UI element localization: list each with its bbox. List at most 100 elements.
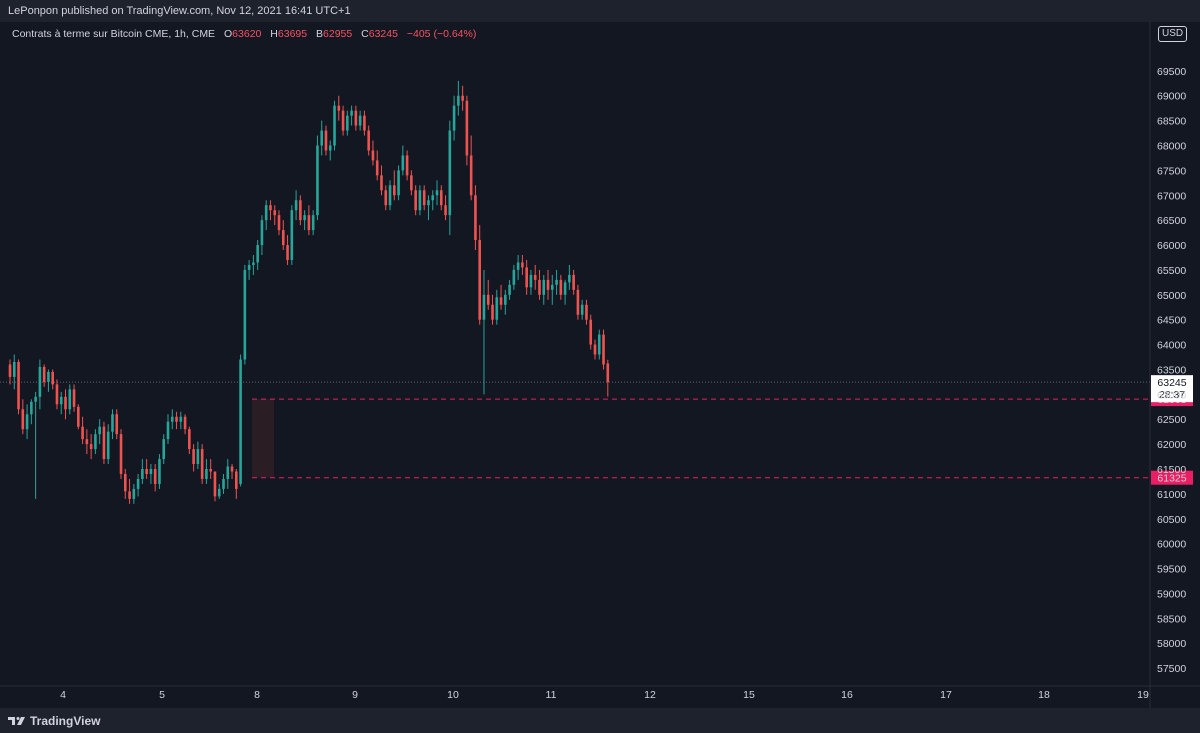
candle-body bbox=[205, 469, 208, 479]
x-tick-label: 4 bbox=[60, 689, 66, 701]
tradingview-logo-icon bbox=[8, 716, 25, 725]
candle-body bbox=[538, 279, 541, 295]
candle-body bbox=[597, 334, 601, 355]
candle-body bbox=[260, 220, 264, 246]
x-tick-label: 19 bbox=[1137, 689, 1149, 701]
level-tag-label: 61325 bbox=[1157, 473, 1186, 485]
candle-body bbox=[465, 100, 469, 156]
candle-body bbox=[299, 200, 302, 221]
legend-high-value: 63695 bbox=[277, 28, 308, 40]
y-tick-label: 68500 bbox=[1157, 116, 1186, 128]
candle-body bbox=[281, 230, 285, 246]
candle-body bbox=[427, 200, 430, 206]
candle-body bbox=[183, 416, 187, 430]
legend-title: Contrats à terme sur Bitcoin CME, 1h, CM… bbox=[12, 28, 216, 40]
candle-body bbox=[346, 115, 349, 131]
candle-body bbox=[393, 185, 396, 196]
candle-body bbox=[576, 289, 580, 315]
candlestick-chart[interactable]: 62905613256324528:37 5750058000585005900… bbox=[0, 22, 1200, 708]
candle-body bbox=[247, 264, 251, 270]
candle-body bbox=[239, 359, 242, 484]
candle-body bbox=[307, 215, 311, 231]
candle-body bbox=[563, 282, 567, 295]
candle-body bbox=[482, 294, 486, 320]
candle-body bbox=[243, 269, 247, 360]
candle-body bbox=[175, 416, 178, 422]
candle-body bbox=[375, 160, 379, 176]
legend-change: −405 (−0.64%) bbox=[406, 28, 477, 40]
candle-body bbox=[200, 449, 204, 479]
candle-body bbox=[273, 210, 277, 216]
y-tick-label: 68000 bbox=[1157, 140, 1186, 152]
candle-body bbox=[316, 145, 319, 216]
candle-body bbox=[585, 304, 588, 320]
candle-body bbox=[119, 434, 123, 474]
candle-body bbox=[422, 190, 426, 206]
candle-body bbox=[461, 95, 464, 101]
candle-body bbox=[559, 279, 563, 295]
candle-body bbox=[405, 155, 409, 176]
currency-button[interactable]: USD bbox=[1158, 26, 1188, 42]
candle-body bbox=[47, 371, 50, 382]
candle-body bbox=[30, 401, 33, 415]
y-tick-label: 66500 bbox=[1157, 215, 1186, 227]
candle-body bbox=[72, 389, 76, 407]
y-tick-label: 65000 bbox=[1157, 290, 1186, 302]
candle-body bbox=[311, 215, 315, 231]
candle-body bbox=[444, 205, 447, 216]
candle-body bbox=[469, 155, 473, 196]
legend-close-value: 63245 bbox=[368, 28, 398, 40]
candle-body bbox=[410, 175, 413, 191]
x-tick-label: 11 bbox=[546, 689, 557, 701]
y-tick-label: 58500 bbox=[1157, 613, 1186, 625]
candle-body bbox=[320, 130, 324, 146]
candle-body bbox=[149, 469, 153, 474]
x-tick-label: 10 bbox=[447, 689, 459, 701]
legend-open-label: O bbox=[224, 28, 233, 40]
candle-body bbox=[25, 414, 29, 430]
level-tag bbox=[1151, 470, 1193, 485]
candle-body bbox=[486, 294, 490, 305]
y-tick-label: 58000 bbox=[1157, 638, 1186, 650]
candle-body bbox=[217, 488, 221, 497]
footer-bar: TradingView bbox=[0, 708, 1200, 733]
candle-body bbox=[162, 439, 166, 460]
candle-body bbox=[589, 319, 593, 345]
candle-body bbox=[491, 304, 494, 320]
candle-body bbox=[499, 297, 503, 305]
candle-body bbox=[606, 363, 610, 383]
candle-body bbox=[568, 274, 571, 283]
candle-body bbox=[235, 471, 238, 489]
y-tick-label: 57500 bbox=[1157, 663, 1186, 675]
candle-body bbox=[452, 105, 456, 131]
candle-body bbox=[521, 262, 524, 268]
candle-body bbox=[580, 304, 584, 315]
chart-area[interactable]: 62905613256324528:37 5750058000585005900… bbox=[0, 22, 1200, 708]
candle-body bbox=[230, 466, 234, 472]
candle-body bbox=[81, 426, 84, 440]
candle-body bbox=[512, 269, 516, 285]
candle-body bbox=[533, 274, 537, 280]
candle-body bbox=[380, 175, 383, 191]
candle-body bbox=[337, 105, 341, 111]
y-tick-label: 59000 bbox=[1157, 588, 1186, 600]
y-tick-label: 69500 bbox=[1157, 66, 1186, 78]
chart-legend: Contrats à terme sur Bitcoin CME, 1h, CM… bbox=[12, 28, 482, 40]
candle-body bbox=[145, 469, 148, 474]
candle-body bbox=[572, 274, 575, 290]
candle-body bbox=[209, 469, 212, 472]
candle-body bbox=[286, 245, 289, 260]
candle-body bbox=[222, 478, 225, 489]
x-tick-label: 16 bbox=[841, 689, 853, 701]
candle-body bbox=[256, 245, 259, 263]
highlight-zone bbox=[252, 399, 274, 478]
x-tick-label: 12 bbox=[644, 689, 656, 701]
y-tick-label: 63000 bbox=[1157, 389, 1186, 401]
legend-low-label: B bbox=[316, 28, 324, 40]
candle-body bbox=[59, 396, 63, 405]
candle-body bbox=[555, 279, 558, 285]
x-tick-label: 17 bbox=[940, 689, 952, 701]
y-tick-label: 61500 bbox=[1157, 464, 1186, 476]
candle-body bbox=[457, 95, 460, 106]
y-tick-label: 67500 bbox=[1157, 165, 1186, 177]
